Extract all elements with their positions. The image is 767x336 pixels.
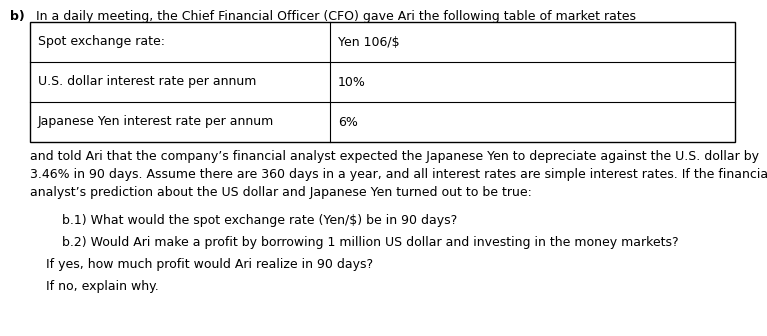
- Text: Yen 106/$: Yen 106/$: [338, 36, 400, 48]
- Text: Spot exchange rate:: Spot exchange rate:: [38, 36, 165, 48]
- Text: U.S. dollar interest rate per annum: U.S. dollar interest rate per annum: [38, 76, 256, 88]
- Text: In a daily meeting, the Chief Financial Officer (CFO) gave Ari the following tab: In a daily meeting, the Chief Financial …: [28, 10, 636, 23]
- Text: analyst’s prediction about the US dollar and Japanese Yen turned out to be true:: analyst’s prediction about the US dollar…: [30, 186, 532, 199]
- Text: and told Ari that the company’s financial analyst expected the Japanese Yen to d: and told Ari that the company’s financia…: [30, 150, 759, 163]
- Text: b): b): [10, 10, 25, 23]
- Text: b.2) Would Ari make a profit by borrowing 1 million US dollar and investing in t: b.2) Would Ari make a profit by borrowin…: [30, 236, 679, 249]
- Text: If yes, how much profit would Ari realize in 90 days?: If yes, how much profit would Ari realiz…: [30, 258, 373, 271]
- Text: 6%: 6%: [338, 116, 358, 128]
- Text: b.1) What would the spot exchange rate (Yen/$) be in 90 days?: b.1) What would the spot exchange rate (…: [30, 214, 457, 227]
- Text: 10%: 10%: [338, 76, 366, 88]
- Text: Japanese Yen interest rate per annum: Japanese Yen interest rate per annum: [38, 116, 275, 128]
- Text: If no, explain why.: If no, explain why.: [30, 280, 159, 293]
- Bar: [30, 22, 735, 142]
- Text: 3.46% in 90 days. Assume there are 360 days in a year, and all interest rates ar: 3.46% in 90 days. Assume there are 360 d…: [30, 168, 767, 181]
